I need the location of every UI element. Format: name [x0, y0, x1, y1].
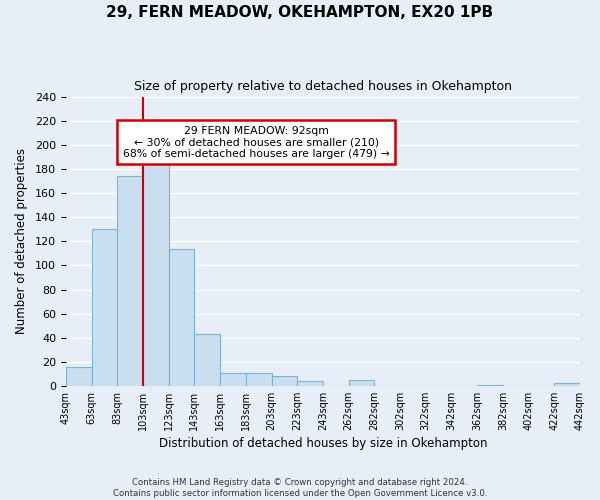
Bar	[118, 176, 143, 386]
Bar	[297, 381, 323, 386]
Bar	[272, 376, 297, 386]
Bar	[220, 372, 246, 386]
Bar	[92, 230, 118, 386]
Bar	[66, 366, 92, 386]
X-axis label: Distribution of detached houses by size in Okehampton: Distribution of detached houses by size …	[159, 437, 487, 450]
Text: 29, FERN MEADOW, OKEHAMPTON, EX20 1PB: 29, FERN MEADOW, OKEHAMPTON, EX20 1PB	[106, 5, 494, 20]
Bar	[169, 248, 194, 386]
Bar	[554, 384, 580, 386]
Bar	[349, 380, 374, 386]
Title: Size of property relative to detached houses in Okehampton: Size of property relative to detached ho…	[134, 80, 512, 93]
Y-axis label: Number of detached properties: Number of detached properties	[15, 148, 28, 334]
Bar	[477, 384, 503, 386]
Bar	[143, 162, 169, 386]
Bar	[246, 372, 272, 386]
Bar	[194, 334, 220, 386]
Text: Contains HM Land Registry data © Crown copyright and database right 2024.
Contai: Contains HM Land Registry data © Crown c…	[113, 478, 487, 498]
Text: 29 FERN MEADOW: 92sqm
← 30% of detached houses are smaller (210)
68% of semi-det: 29 FERN MEADOW: 92sqm ← 30% of detached …	[123, 126, 389, 159]
